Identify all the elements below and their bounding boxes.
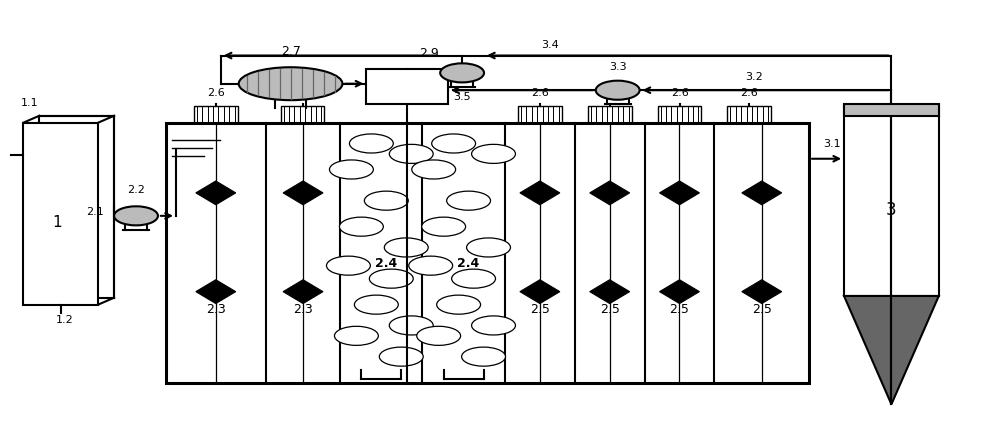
Text: 2.6: 2.6 — [531, 89, 549, 99]
Circle shape — [326, 256, 370, 275]
Bar — [23, 123, 98, 305]
Text: 1: 1 — [52, 215, 62, 230]
Circle shape — [437, 295, 481, 314]
Text: 2.4: 2.4 — [375, 256, 397, 269]
Circle shape — [417, 326, 461, 345]
Text: 2.7: 2.7 — [281, 45, 301, 58]
Text: 2.6: 2.6 — [671, 89, 688, 99]
Text: 2.5: 2.5 — [530, 303, 550, 317]
Text: 2.5: 2.5 — [670, 303, 689, 317]
Text: 2.6: 2.6 — [740, 89, 758, 99]
Polygon shape — [283, 181, 323, 205]
Circle shape — [422, 217, 466, 236]
Circle shape — [349, 134, 393, 153]
Text: 3.3: 3.3 — [609, 62, 626, 72]
Circle shape — [596, 81, 640, 100]
Bar — [166, 123, 809, 383]
Polygon shape — [590, 181, 630, 205]
Text: 2.3: 2.3 — [206, 303, 226, 317]
Polygon shape — [742, 280, 782, 303]
Text: 3.1: 3.1 — [823, 139, 841, 149]
Circle shape — [389, 144, 433, 164]
Circle shape — [409, 256, 453, 275]
Bar — [844, 106, 939, 296]
Text: 2.6: 2.6 — [294, 89, 311, 99]
Bar — [366, 69, 448, 105]
Polygon shape — [196, 280, 236, 303]
Circle shape — [447, 191, 491, 210]
Text: 2.3: 2.3 — [293, 303, 313, 317]
Text: 2.5: 2.5 — [752, 303, 772, 317]
Circle shape — [339, 217, 383, 236]
Polygon shape — [590, 280, 630, 303]
Bar — [727, 106, 771, 123]
Polygon shape — [283, 280, 323, 303]
Text: 2.6: 2.6 — [207, 89, 225, 99]
Polygon shape — [520, 280, 560, 303]
Bar — [281, 106, 324, 123]
Text: 2.8: 2.8 — [397, 75, 417, 88]
Circle shape — [114, 206, 158, 225]
Text: 3.5: 3.5 — [453, 92, 471, 102]
Polygon shape — [520, 181, 560, 205]
Bar — [658, 106, 701, 123]
Polygon shape — [844, 296, 939, 404]
Polygon shape — [660, 181, 699, 205]
Bar — [194, 106, 238, 123]
Circle shape — [472, 144, 515, 164]
Circle shape — [440, 63, 484, 82]
Bar — [588, 106, 632, 123]
Text: 3: 3 — [886, 201, 897, 219]
Text: 1.2: 1.2 — [56, 316, 73, 326]
Circle shape — [462, 347, 505, 366]
Text: 1.1: 1.1 — [20, 98, 38, 108]
Text: 3.4: 3.4 — [541, 41, 559, 50]
Circle shape — [432, 134, 476, 153]
Circle shape — [412, 160, 456, 179]
Polygon shape — [742, 181, 782, 205]
Bar — [518, 106, 562, 123]
Text: 2.4: 2.4 — [457, 256, 480, 269]
Circle shape — [369, 269, 413, 288]
Circle shape — [384, 238, 428, 257]
Text: 2.6: 2.6 — [601, 89, 619, 99]
Polygon shape — [660, 280, 699, 303]
Text: 2.1: 2.1 — [86, 207, 104, 217]
Text: 2.5: 2.5 — [600, 303, 620, 317]
Circle shape — [364, 191, 408, 210]
Circle shape — [354, 295, 398, 314]
Circle shape — [389, 316, 433, 335]
Text: 2.9: 2.9 — [419, 48, 439, 60]
Circle shape — [472, 316, 515, 335]
Polygon shape — [196, 181, 236, 205]
Text: 3.2: 3.2 — [746, 72, 763, 82]
Circle shape — [467, 238, 510, 257]
Circle shape — [452, 269, 496, 288]
Bar — [39, 116, 114, 298]
Bar — [844, 104, 939, 116]
Circle shape — [329, 160, 373, 179]
Circle shape — [379, 347, 423, 366]
Text: 2.2: 2.2 — [127, 185, 145, 195]
Circle shape — [334, 326, 378, 345]
Ellipse shape — [239, 67, 342, 100]
